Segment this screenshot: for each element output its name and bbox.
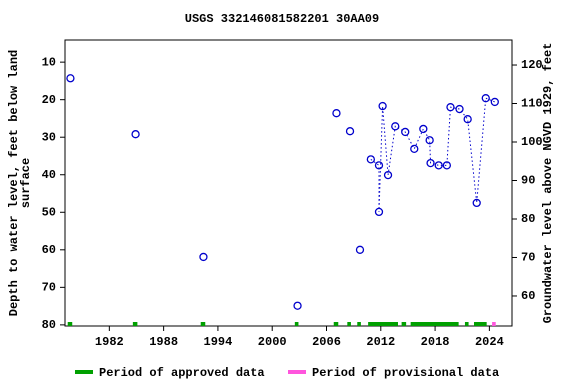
period-bar — [333, 322, 339, 326]
x-tick-label: 1988 — [149, 335, 178, 349]
y-tick-label: 60 — [42, 243, 56, 257]
data-point — [131, 130, 140, 139]
y-axis-label-line: surface — [19, 158, 33, 208]
data-point — [293, 301, 302, 310]
data-point — [199, 252, 208, 262]
data-point — [410, 144, 419, 153]
y-tick-label: 80 — [42, 318, 56, 332]
data-point — [378, 101, 387, 111]
y2-tick-label: 60 — [521, 289, 535, 303]
data-point — [434, 161, 443, 170]
period-bar — [347, 322, 351, 326]
y-tick-label: 40 — [42, 168, 56, 182]
data-point — [391, 122, 400, 131]
x-tick-label: 2018 — [421, 335, 450, 349]
y2-axis-label: Groundwater level above NGVD 1929, feet — [541, 43, 555, 324]
data-point — [425, 136, 434, 145]
x-tick-label: 2000 — [258, 335, 287, 349]
data-point — [374, 207, 384, 217]
y2-tick-label: 110 — [521, 97, 543, 111]
data-point — [481, 94, 490, 103]
data-point — [401, 127, 410, 137]
data-point — [463, 115, 472, 124]
data-point — [366, 155, 375, 164]
y-tick-label: 20 — [42, 93, 56, 107]
y-tick-label: 70 — [42, 281, 56, 295]
y2-tick-label: 120 — [521, 58, 543, 72]
period-bar — [410, 322, 459, 326]
data-point — [374, 161, 384, 170]
data-point — [472, 198, 481, 208]
period-bar — [67, 322, 73, 326]
period-bar — [401, 322, 407, 326]
y2-tick-label: 70 — [521, 251, 535, 265]
data-point — [490, 97, 499, 107]
period-bar — [200, 322, 206, 326]
data-point — [455, 104, 464, 114]
legend-label: Period of provisional data — [312, 366, 499, 380]
y-tick-label: 10 — [42, 55, 56, 69]
y-tick-label: 30 — [42, 130, 56, 144]
chart-title: USGS 332146081582201 30AA09 — [185, 12, 379, 26]
x-tick-label: 2006 — [312, 335, 341, 349]
y2-tick-label: 90 — [521, 174, 535, 188]
y-axis-label: Depth to water level, feet below landsur… — [7, 50, 33, 316]
data-point — [446, 103, 455, 112]
legend-label: Period of approved data — [99, 366, 265, 380]
x-tick-label: 2012 — [366, 335, 395, 349]
y2-tick-label: 100 — [521, 135, 543, 149]
x-tick-label: 1982 — [95, 335, 124, 349]
x-tick-label: 1994 — [204, 335, 233, 349]
y-tick-label: 50 — [42, 205, 56, 219]
series-line — [370, 97, 495, 212]
data-point — [332, 109, 341, 118]
plot-frame — [64, 39, 513, 327]
y2-tick-label: 80 — [521, 212, 535, 226]
period-bar — [294, 322, 299, 326]
data-point — [355, 245, 365, 254]
x-tick-label: 2024 — [475, 335, 504, 349]
period-bar — [464, 322, 469, 326]
period-bar — [368, 322, 398, 326]
data-point — [426, 158, 435, 168]
data-point — [442, 161, 452, 170]
period-bar — [473, 322, 487, 326]
y-axis-label-line: Depth to water level, feet below land — [7, 50, 21, 316]
data-point — [419, 124, 428, 134]
data-point — [345, 127, 355, 136]
data-point — [66, 74, 75, 83]
data-point — [383, 170, 393, 180]
period-bar — [132, 322, 138, 326]
period-bar — [357, 322, 361, 326]
period-bar — [492, 322, 496, 326]
